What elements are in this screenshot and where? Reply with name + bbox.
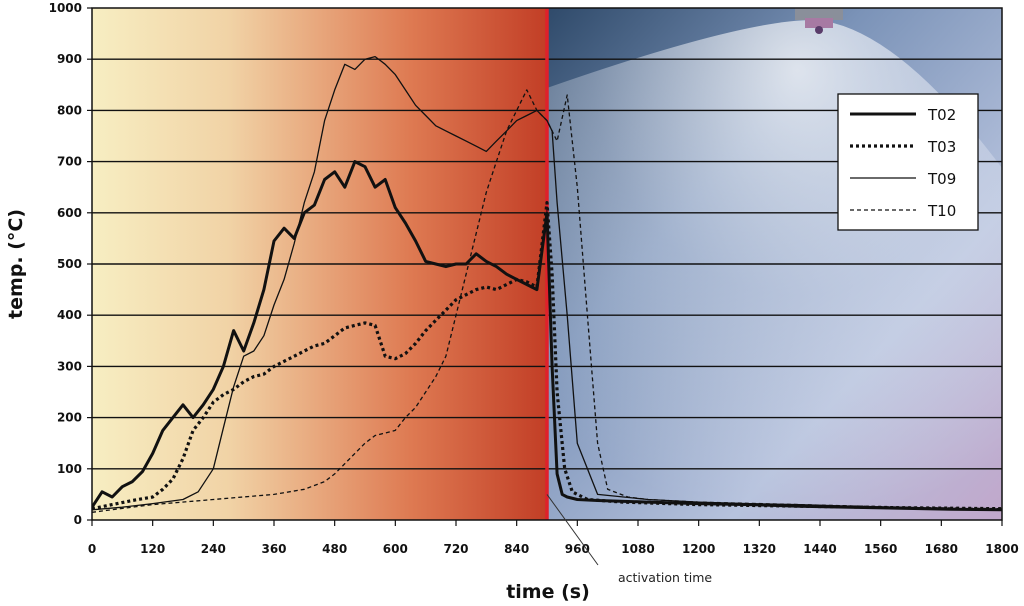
sprinkler-nozzle-icon — [795, 8, 843, 34]
series-line-t02 — [92, 160, 1002, 512]
x-tick-label: 1200 — [682, 542, 715, 556]
y-tick-label: 400 — [57, 308, 82, 322]
x-tick-label: 1800 — [985, 542, 1018, 556]
x-tick-label: 720 — [443, 542, 468, 556]
x-tick-label: 1680 — [925, 542, 958, 556]
x-tick-label: 240 — [201, 542, 226, 556]
x-tick-label: 0 — [88, 542, 96, 556]
y-tick-label: 200 — [57, 411, 82, 425]
series-line-t03 — [92, 201, 1002, 511]
series-line-t10 — [92, 89, 1002, 513]
x-tick-label: 1320 — [743, 542, 776, 556]
y-tick-label: 300 — [57, 359, 82, 373]
y-tick-label: 0 — [74, 513, 82, 527]
annotation: activation time — [546, 494, 712, 585]
x-axis-title: time (s) — [506, 581, 590, 603]
x-tick-label: 1080 — [621, 542, 654, 556]
y-tick-label: 700 — [57, 155, 82, 169]
x-tick-label: 120 — [140, 542, 165, 556]
y-tick-label: 100 — [57, 462, 82, 476]
legend-label: T10 — [927, 202, 956, 220]
series-line-t09 — [92, 55, 1002, 511]
annotation-leader — [546, 494, 599, 566]
legend: T02 T03 T09 T10 — [837, 93, 979, 231]
x-tick-label: 480 — [322, 542, 347, 556]
axes: 0 100 200 300 400 500 600 700 800 900 1000 0 120 240 3… — [49, 1, 1019, 556]
x-tick-label: 840 — [504, 542, 529, 556]
y-tick-label: 1000 — [49, 1, 82, 15]
legend-label: T09 — [927, 170, 956, 188]
series-lines — [92, 55, 1002, 513]
x-tick-label: 1440 — [803, 542, 836, 556]
x-tick-label: 360 — [261, 542, 286, 556]
y-tick-label: 800 — [57, 103, 82, 117]
x-tick-label: 600 — [383, 542, 408, 556]
x-tick-label: 1560 — [864, 542, 897, 556]
legend-label: T03 — [927, 138, 956, 156]
y-tick-label: 500 — [57, 257, 82, 271]
legend-label: T02 — [927, 106, 956, 124]
y-tick-label: 900 — [57, 52, 82, 66]
legend-box — [837, 93, 979, 231]
y-tick-label: 600 — [57, 206, 82, 220]
annotation-label: activation time — [618, 570, 712, 585]
y-axis-title: temp. (°C) — [5, 209, 27, 319]
